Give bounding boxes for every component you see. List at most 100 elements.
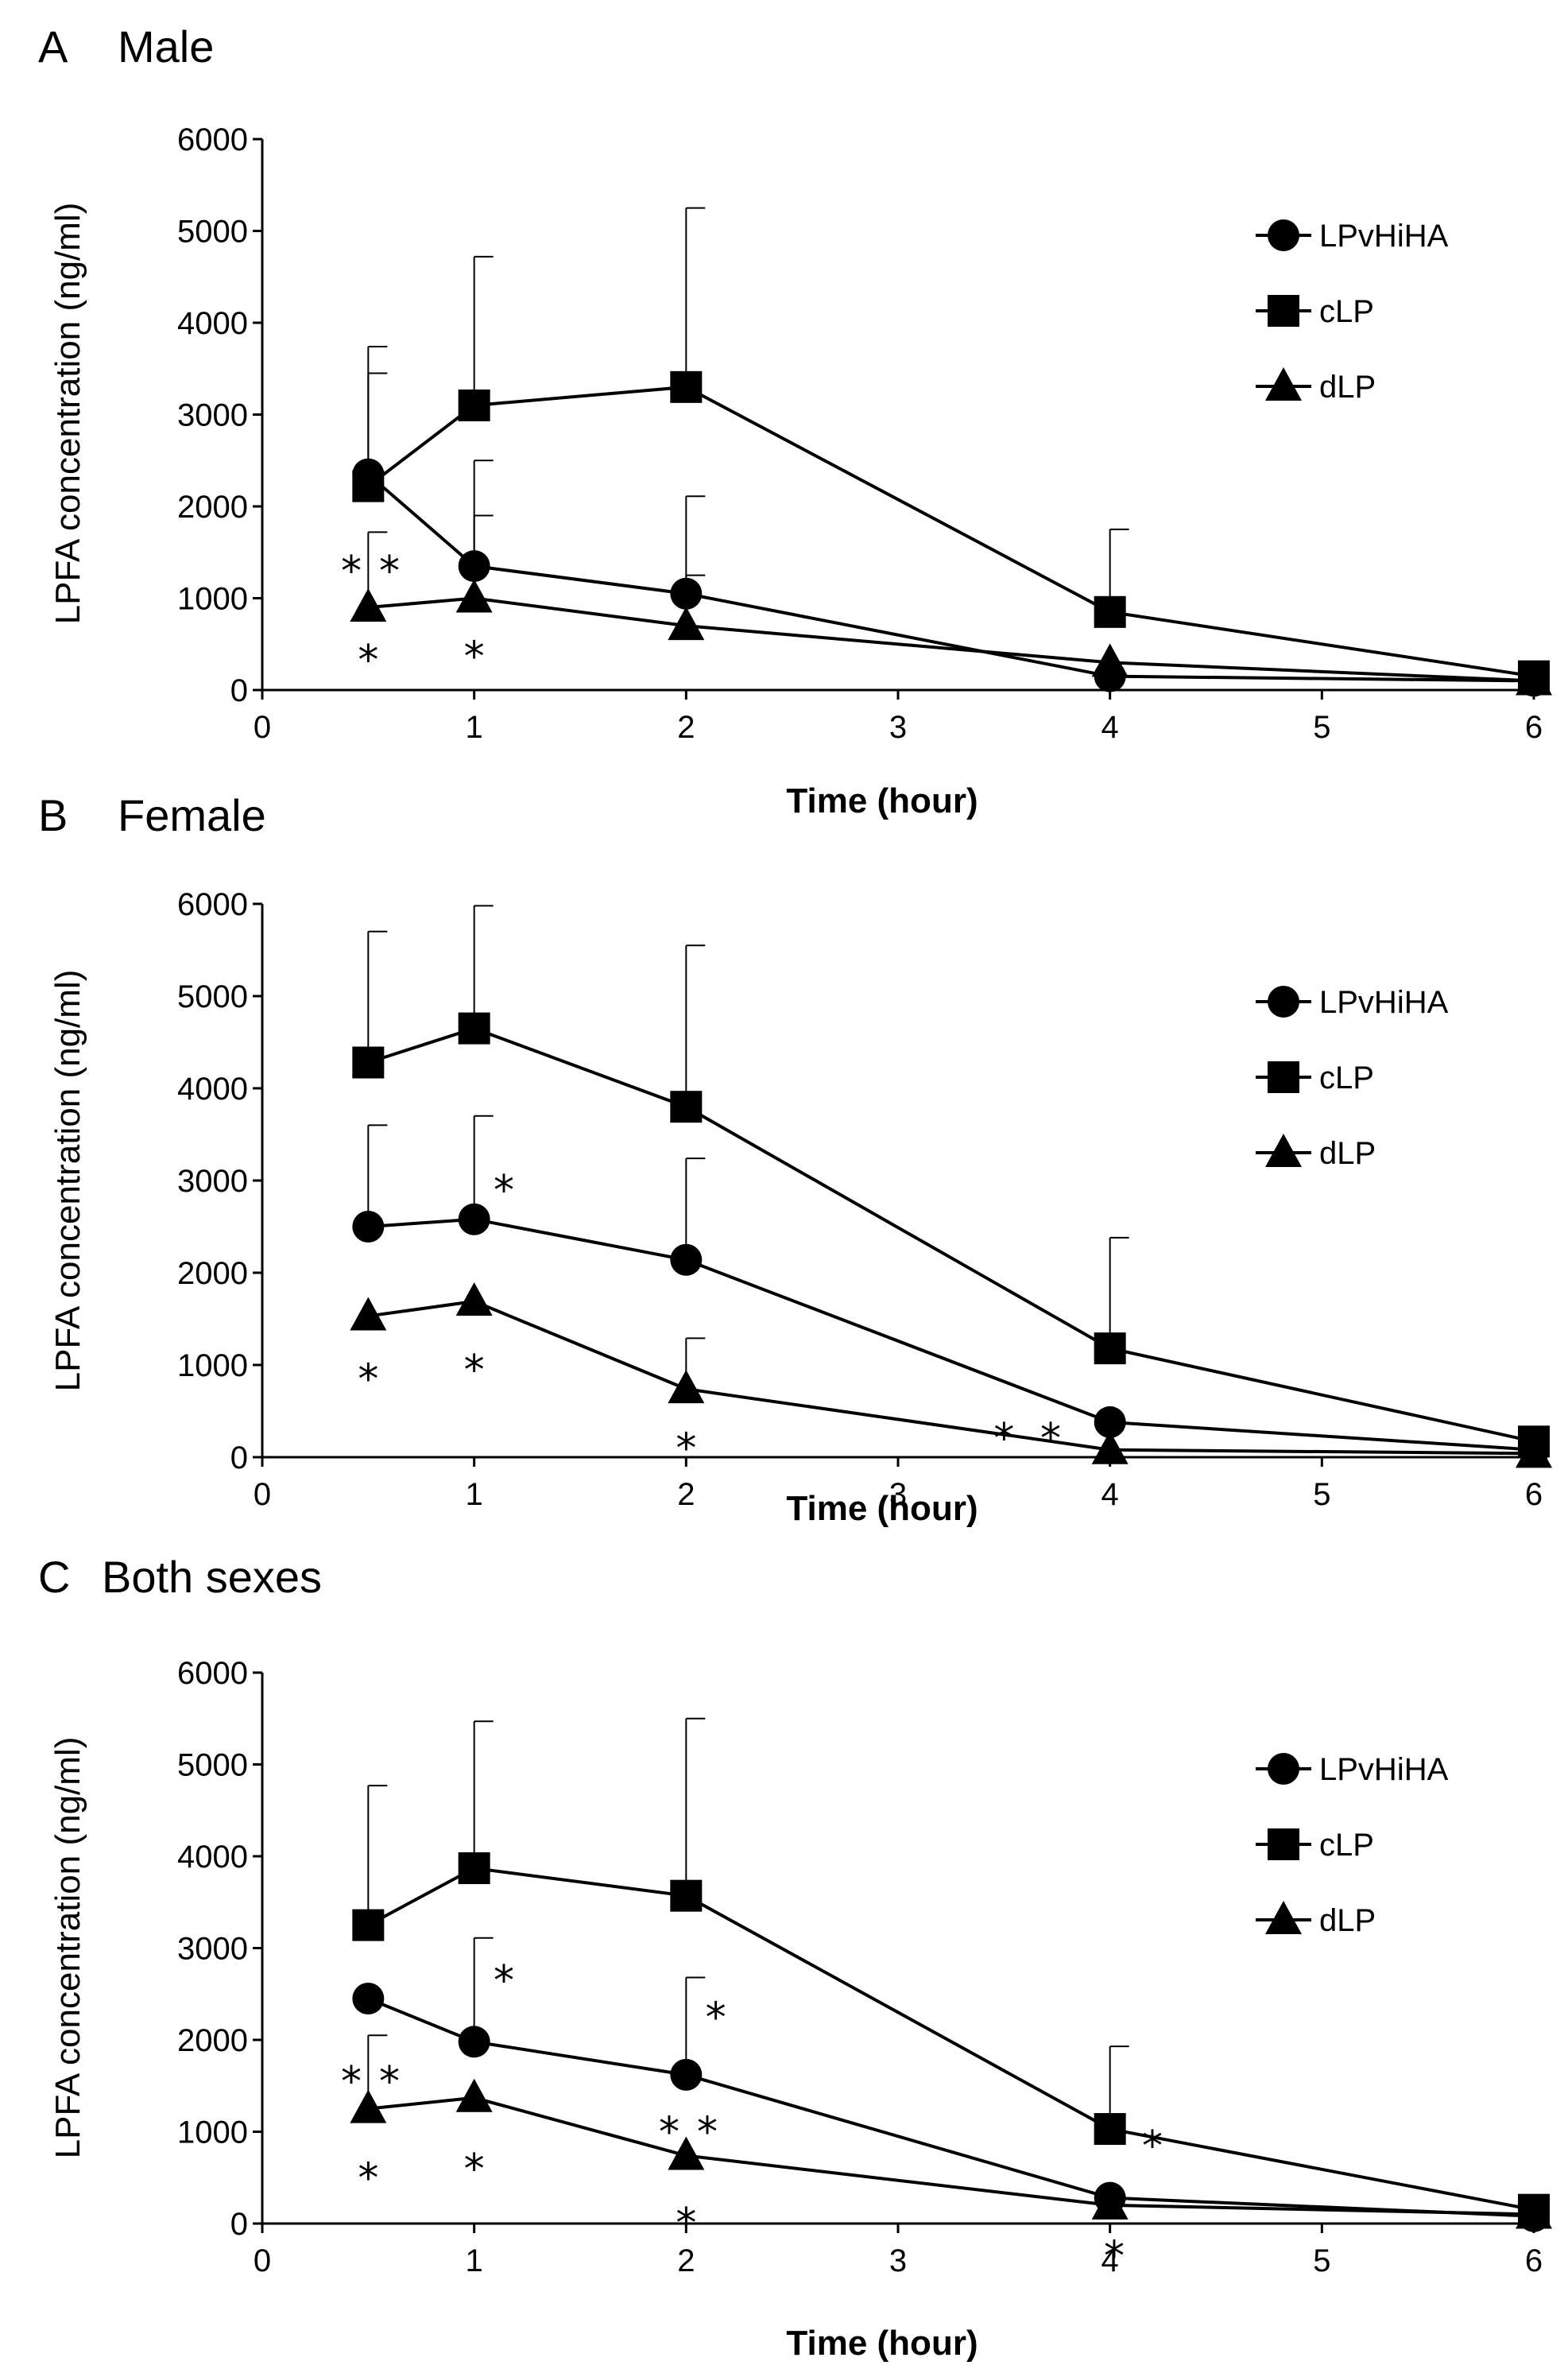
significance-star: * [379, 548, 400, 595]
panel-c: C Both sexes 0 1000 2000 3000 4000 5000 6000 0 1… [38, 1552, 1552, 2363]
legend-marker [1268, 1828, 1299, 1860]
legend: LPvHiHA cLP dLP [1256, 219, 1449, 405]
series-clp [352, 1717, 1550, 2226]
legend-marker [1268, 295, 1299, 327]
significance-star: * [341, 2058, 362, 2106]
data-point [1091, 1430, 1129, 1464]
x-tick-label: 4 [1101, 1477, 1119, 1512]
y-tick-label: 1000 [177, 582, 248, 617]
legend-marker [1268, 219, 1299, 251]
y-tick-label: 3000 [177, 1932, 248, 1967]
significance-star: * [464, 633, 485, 680]
data-point [352, 470, 385, 502]
x-axis-title: Time (hour) [786, 781, 978, 820]
x-tick-label: 6 [1525, 2243, 1543, 2278]
series-line [368, 2096, 1535, 2216]
y-axis-title: LPFA concentration (ng/ml) [48, 203, 87, 625]
legend-label: LPvHiHA [1319, 219, 1449, 254]
x-tick-label: 5 [1313, 1477, 1330, 1512]
data-point [352, 1909, 385, 1941]
y-tick-label: 3000 [177, 1164, 248, 1199]
significance-star: * [379, 2058, 400, 2106]
data-point [668, 607, 705, 641]
series-dlp [350, 1281, 1552, 1468]
data-point [1516, 1434, 1552, 1468]
y-tick-label: 2000 [177, 490, 248, 525]
legend-marker [1265, 367, 1302, 401]
data-point [1091, 2185, 1129, 2220]
x-tick-label: 2 [677, 2243, 695, 2278]
data-point [1091, 643, 1129, 677]
legend-marker [1268, 1753, 1299, 1785]
significance-star: * [358, 2154, 378, 2202]
series-clp [352, 905, 1550, 1458]
y-axis-title: LPFA concentration (ng/ml) [48, 970, 87, 1392]
x-tick-label: 2 [677, 1477, 695, 1512]
significance-star: * [358, 1356, 378, 1404]
y-tick-label: 2000 [177, 2023, 248, 2058]
series-dlp [350, 514, 1552, 696]
legend-label: dLP [1319, 370, 1376, 405]
legend-label: LPvHiHA [1319, 1752, 1449, 1787]
data-point [670, 1091, 703, 1123]
significance-star: * [993, 1415, 1014, 1463]
y-tick-label: 2000 [177, 1256, 248, 1291]
legend-label: cLP [1319, 1060, 1374, 1095]
x-tick-label: 6 [1525, 710, 1543, 745]
data-point [1094, 595, 1126, 628]
panel-c-title: Both sexes [102, 1552, 322, 1602]
panel-b: B Female 0 1000 2000 3000 4000 5000 6000 0 1 2 3 4 5… [38, 790, 1552, 1528]
x-tick-label: 2 [677, 710, 695, 745]
data-point [1094, 2113, 1126, 2146]
data-point [352, 1211, 385, 1243]
legend: LPvHiHA cLP dLP [1256, 1752, 1449, 1938]
panel-a-letter: A [38, 21, 68, 72]
data-point [668, 1370, 705, 1404]
significance-star: * [1104, 2233, 1125, 2281]
data-point [458, 2026, 490, 2058]
significance-star: * [464, 1347, 485, 1394]
x-tick-label: 6 [1525, 1477, 1543, 1512]
data-point [1516, 661, 1552, 696]
x-tick-label: 4 [1101, 2243, 1119, 2278]
data-point [352, 1046, 385, 1079]
panel-c-letter: C [38, 1552, 70, 1602]
legend-label: dLP [1319, 1903, 1376, 1938]
significance-star: * [358, 637, 378, 684]
significance-star: * [464, 2146, 485, 2193]
legend-label: dLP [1319, 1136, 1376, 1171]
y-tick-label: 5000 [177, 1748, 248, 1783]
y-tick-label: 5000 [177, 979, 248, 1014]
data-point [670, 1879, 703, 1912]
data-point [455, 1281, 493, 1316]
data-point [670, 2058, 703, 2091]
y-tick-label: 1000 [177, 1348, 248, 1383]
series-dlp [350, 2034, 1552, 2229]
legend-marker [1265, 1134, 1302, 1167]
series-line [368, 1299, 1535, 1456]
data-point [458, 389, 490, 421]
y-tick-label: 1000 [177, 2115, 248, 2150]
y-tick-label: 4000 [177, 306, 248, 341]
data-point [670, 370, 703, 403]
data-point [1516, 2195, 1552, 2229]
data-point [455, 579, 493, 613]
x-axis-title: Time (hour) [786, 1489, 978, 1528]
data-point [352, 1983, 385, 2015]
x-tick-label: 0 [254, 1477, 271, 1512]
x-tick-label: 3 [889, 1477, 907, 1512]
x-tick-label: 5 [1313, 710, 1330, 745]
data-point [1094, 1406, 1126, 1438]
y-tick-label: 6000 [177, 122, 248, 157]
y-tick-label: 6000 [177, 887, 248, 922]
legend-marker [1265, 1901, 1302, 1934]
panel-a-title: Male [118, 21, 214, 72]
data-point [455, 2078, 493, 2112]
x-tick-label: 5 [1313, 2243, 1330, 2278]
x-tick-label: 0 [254, 710, 271, 745]
legend-marker [1268, 986, 1299, 1018]
significance-star: * [341, 548, 362, 595]
y-tick-label: 0 [230, 673, 248, 708]
x-tick-label: 4 [1101, 710, 1119, 745]
data-point [670, 1243, 703, 1276]
